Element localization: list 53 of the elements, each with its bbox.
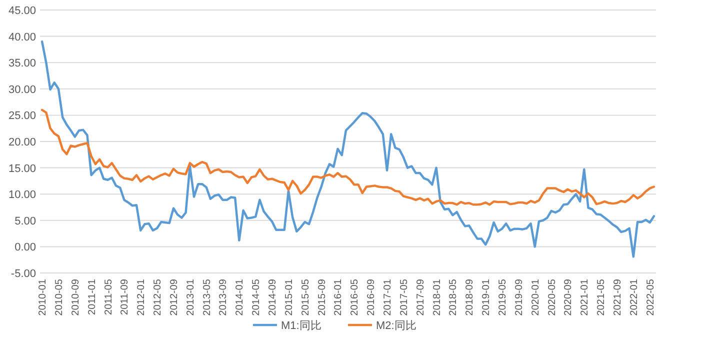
x-tick-label: 2015-01 (284, 278, 295, 316)
y-tick-label: 5.00 (14, 215, 36, 228)
y-tick-label: 0.00 (14, 242, 36, 254)
x-tick-label: 2018-09 (464, 278, 476, 316)
x-tick-label: 2021-01 (580, 278, 591, 316)
x-tick-label: 2011-05 (103, 278, 114, 315)
x-tick-label: 2015-05 (300, 278, 312, 316)
y-tick-label: 40.00 (8, 31, 36, 44)
x-tick-label: 2017-09 (415, 278, 426, 316)
x-tick-label: 2018-05 (448, 278, 460, 316)
x-tick-label: 2014-01 (234, 278, 246, 316)
x-tick-label: 2022-01 (628, 278, 640, 316)
x-tick-label: 2017-01 (382, 278, 394, 316)
line-series (40, 40, 656, 258)
x-tick-label: 2011-09 (120, 278, 131, 315)
x-tick-label: 2010-09 (70, 278, 82, 316)
x-tick-label: 2018-01 (432, 278, 443, 316)
x-tick-label: 2015-09 (316, 278, 328, 316)
x-tick-label: 2016-09 (366, 278, 378, 316)
x-tick-label: 2019-01 (481, 278, 492, 316)
x-tick-label: 2011-01 (86, 278, 98, 315)
y-tick-label: 30.00 (8, 84, 36, 96)
x-tick-label: 2021-05 (596, 278, 608, 316)
x-tick-label: 2019-05 (498, 278, 508, 316)
y-tick-label: 20.00 (8, 136, 36, 148)
x-tick-label: 2013-09 (218, 278, 230, 316)
x-tick-label: 2010-01 (38, 278, 49, 316)
x-tick-label: 2019-09 (514, 278, 525, 316)
y-tick-label: 45.00 (8, 5, 36, 17)
legend-label: M2:同比 (376, 319, 416, 332)
x-tick-label: 2010-05 (54, 278, 65, 316)
x-tick-label: 2013-05 (202, 278, 213, 316)
y-tick-label: 25.00 (8, 110, 36, 122)
x-tick-label: 2014-05 (251, 278, 262, 316)
x-tick-label: 2021-09 (612, 278, 624, 316)
x-tick-label: 2012-05 (152, 278, 164, 316)
x-tick-label: 2014-09 (268, 278, 279, 316)
x-tick-label: 2016-01 (333, 278, 344, 316)
y-tick-label: -5.00 (10, 268, 36, 280)
x-tick-label: 2017-05 (398, 278, 410, 316)
y-tick-label: 10.00 (8, 189, 36, 202)
x-tick-label: 2016-05 (350, 278, 361, 316)
x-tick-label: 2012-01 (136, 278, 148, 316)
x-tick-label: 2020-01 (530, 278, 542, 316)
y-tick-label: 15.00 (8, 162, 36, 175)
legend-label: M1:同比 (281, 319, 322, 332)
x-tick-label: 2020-05 (546, 278, 558, 316)
line-series (40, 108, 656, 206)
x-tick-label: 2013-01 (185, 278, 196, 316)
y-tick-label: 35.00 (8, 58, 36, 70)
x-tick-label: 2022-05 (645, 278, 656, 316)
x-tick-label: 2012-09 (168, 278, 180, 316)
x-tick-label: 2020-09 (563, 278, 574, 316)
